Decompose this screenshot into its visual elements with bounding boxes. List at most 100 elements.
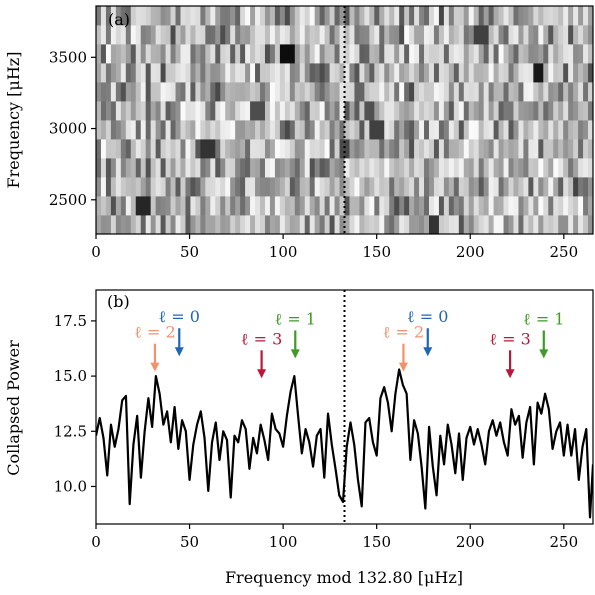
heatmap-cell	[399, 82, 405, 102]
x-ticks-b: 0 50 100 150 200 250	[91, 524, 578, 551]
mode-label: ℓ = 2	[383, 323, 424, 342]
heatmap-cell	[344, 215, 350, 234]
heatmap-cell	[269, 215, 276, 234]
heatmap-cell	[409, 44, 415, 64]
heatmap-cell	[573, 101, 579, 121]
heatmap-cell	[419, 120, 425, 140]
heatmap-cell	[518, 196, 524, 216]
heatmap-cell	[304, 215, 311, 234]
heatmap-cell	[473, 82, 480, 102]
heatmap-cell	[448, 120, 455, 140]
heatmap-cell	[409, 63, 415, 83]
heatmap-cell	[150, 196, 157, 216]
heatmap-cell	[478, 139, 485, 159]
heatmap-cell	[419, 25, 425, 45]
heatmap-cell	[269, 196, 276, 216]
heatmap-cell	[110, 120, 117, 140]
x-tick-label: 250	[549, 533, 578, 551]
heatmap-cell	[309, 63, 316, 83]
heatmap-cell	[364, 158, 370, 178]
heatmap-cell	[349, 82, 355, 102]
heatmap-cell	[339, 25, 345, 45]
heatmap-cell	[140, 6, 147, 26]
heatmap-cell	[433, 82, 440, 102]
heatmap-cell	[568, 25, 574, 45]
heatmap-cell	[260, 44, 266, 64]
heatmap-cell	[155, 177, 162, 197]
heatmap-cell	[329, 196, 335, 216]
heatmap-cell	[180, 82, 186, 102]
heatmap-cell	[100, 120, 107, 140]
heatmap-cell	[453, 6, 460, 26]
heatmap-cell	[354, 215, 360, 234]
heatmap-cell	[225, 120, 231, 140]
heatmap-cell	[324, 215, 330, 234]
heatmap-cell	[349, 215, 355, 234]
heatmap-cell	[453, 63, 460, 83]
heatmap-cell	[468, 101, 475, 121]
heatmap-cell	[394, 215, 400, 234]
heatmap-cell	[558, 158, 564, 178]
y-tick-label: 3500	[49, 48, 87, 66]
heatmap-cell	[314, 101, 321, 121]
heatmap-cell	[339, 120, 345, 140]
heatmap-cell	[419, 82, 425, 102]
heatmap-cell	[404, 25, 410, 45]
heatmap-cell	[538, 63, 544, 83]
heatmap-cell	[379, 44, 385, 64]
heatmap-cell	[299, 63, 306, 83]
heatmap-cell	[573, 139, 579, 159]
heatmap-cell	[180, 6, 186, 26]
heatmap-cell	[96, 215, 102, 234]
heatmap-cell	[145, 177, 152, 197]
heatmap-cell	[543, 82, 549, 102]
heatmap-cell	[414, 101, 420, 121]
heatmap-cell	[200, 158, 206, 178]
mode-label: ℓ = 3	[241, 329, 282, 348]
heatmap-cell	[374, 25, 380, 45]
heatmap-cell	[438, 139, 445, 159]
heatmap-cell	[165, 63, 171, 83]
heatmap-cell	[175, 82, 181, 102]
y-tick-label: 10.0	[54, 477, 87, 495]
mode-label: ℓ = 3	[489, 329, 530, 348]
heatmap-cell	[225, 25, 231, 45]
heatmap-cell	[230, 196, 236, 216]
heatmap-cell	[210, 196, 216, 216]
heatmap-cell	[428, 44, 435, 64]
heatmap-cell	[235, 120, 241, 140]
heatmap-cell	[250, 158, 256, 178]
heatmap-cell	[404, 63, 410, 83]
heatmap-cell	[250, 177, 256, 197]
heatmap-cell	[379, 196, 385, 216]
heatmap-cell	[583, 82, 589, 102]
heatmap-cell	[319, 120, 326, 140]
heatmap-cell	[389, 120, 395, 140]
heatmap-cell	[324, 139, 330, 159]
heatmap-cell	[289, 120, 296, 140]
heatmap-cell	[558, 6, 564, 26]
heatmap-cell	[538, 158, 544, 178]
heatmap-cell	[264, 120, 271, 140]
x-tick-label: 0	[91, 243, 101, 261]
heatmap-cell	[483, 196, 490, 216]
heatmap-cell	[374, 101, 380, 121]
mode-arrow-head	[290, 349, 300, 359]
heatmap-cell	[528, 82, 534, 102]
heatmap-cell	[279, 177, 286, 197]
heatmap-cell	[344, 63, 350, 83]
heatmap-cell	[374, 63, 380, 83]
heatmap-cell	[458, 196, 465, 216]
heatmap-cell	[160, 25, 166, 45]
heatmap-cell	[145, 120, 152, 140]
heatmap-cell	[135, 215, 142, 234]
heatmap-cell	[255, 196, 261, 216]
heatmap-cell	[478, 215, 485, 234]
heatmap-cell	[443, 82, 450, 102]
heatmap-cell	[115, 101, 122, 121]
heatmap-cell	[533, 120, 539, 140]
heatmap-cell	[384, 177, 390, 197]
heatmap-cell	[433, 44, 440, 64]
heatmap-cell	[245, 82, 251, 102]
heatmap-cell	[498, 82, 504, 102]
